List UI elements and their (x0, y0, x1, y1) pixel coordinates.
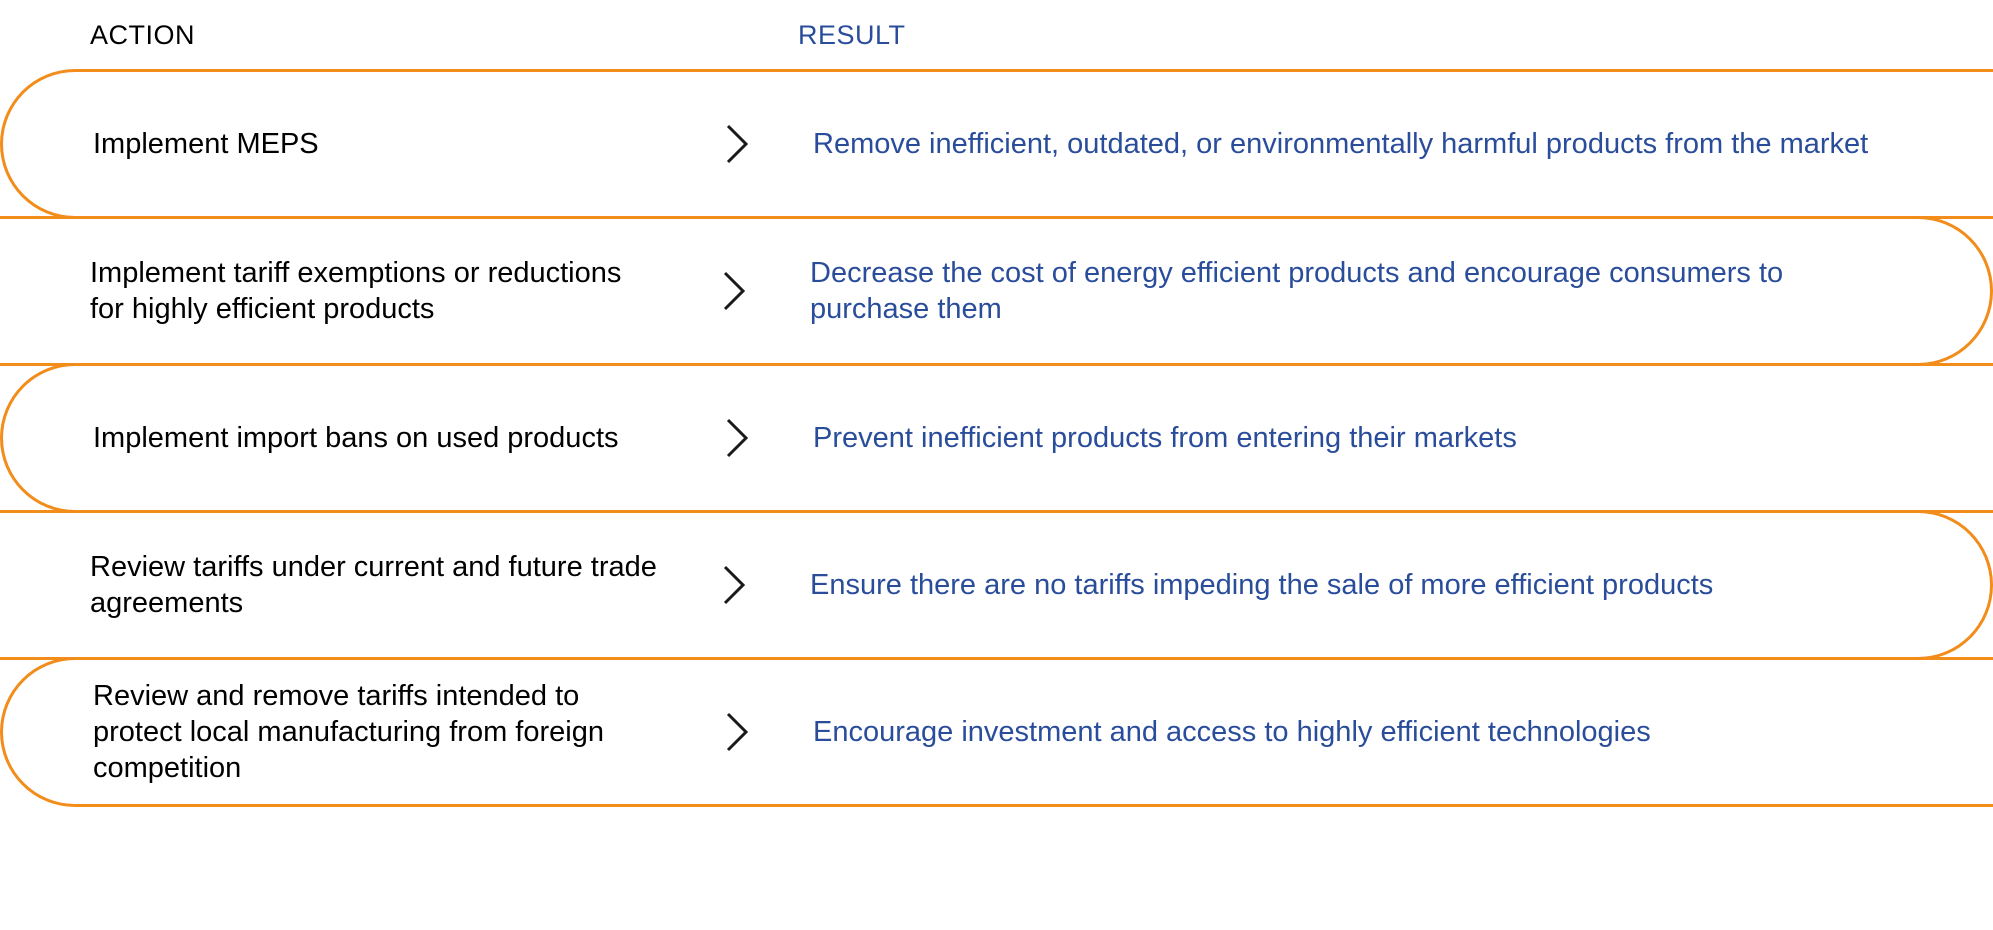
header-result: RESULT (798, 20, 906, 51)
chevron-right-icon (690, 563, 780, 607)
column-headers: ACTION RESULT (0, 20, 1993, 69)
action-text: Implement import bans on used products (93, 420, 693, 456)
action-text: Implement tariff exemptions or reduction… (90, 255, 690, 328)
action-result-row: Review tariffs under current and future … (0, 510, 1993, 660)
result-text: Remove inefficient, outdated, or environ… (783, 126, 1993, 162)
action-result-row: Implement MEPS Remove inefficient, outda… (0, 69, 1993, 219)
result-text: Encourage investment and access to highl… (783, 714, 1993, 750)
chevron-right-icon (690, 269, 780, 313)
header-action: ACTION (90, 20, 780, 51)
action-result-row: Implement tariff exemptions or reduction… (0, 216, 1993, 366)
chevron-right-icon (693, 122, 783, 166)
result-text: Decrease the cost of energy efficient pr… (780, 255, 1990, 328)
action-result-row: Implement import bans on used products P… (0, 363, 1993, 513)
action-text: Review tariffs under current and future … (90, 549, 690, 622)
action-result-rows: Implement MEPS Remove inefficient, outda… (0, 69, 1993, 807)
action-text: Implement MEPS (93, 126, 693, 162)
action-result-row: Review and remove tariffs intended to pr… (0, 657, 1993, 807)
chevron-right-icon (693, 710, 783, 754)
result-text: Prevent inefficient products from enteri… (783, 420, 1993, 456)
chevron-right-icon (693, 416, 783, 460)
action-text: Review and remove tariffs intended to pr… (93, 678, 693, 787)
result-text: Ensure there are no tariffs impeding the… (780, 567, 1990, 603)
